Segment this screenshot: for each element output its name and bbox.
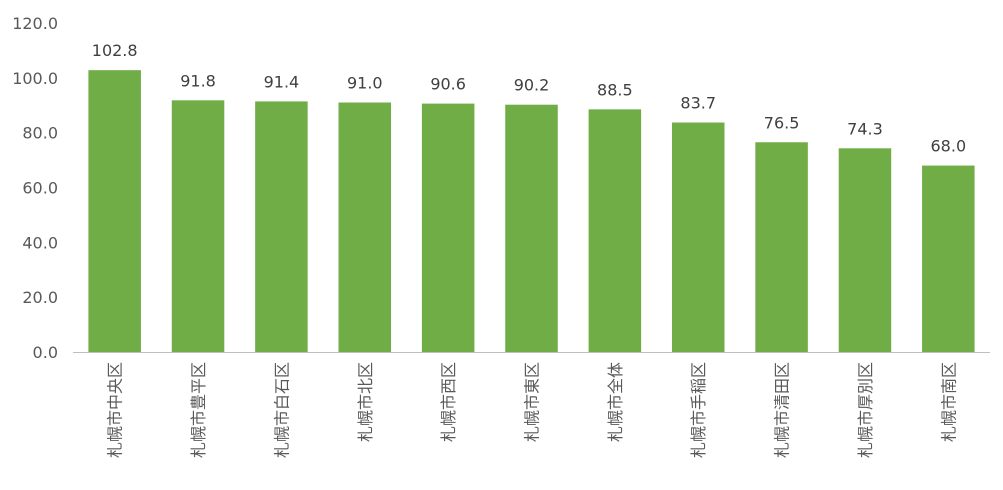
bar: [255, 101, 308, 352]
bar: [755, 142, 808, 352]
data-label: 91.0: [347, 74, 383, 93]
category-label: 札幌市清田区: [773, 362, 792, 458]
y-tick-label: 120.0: [12, 14, 58, 33]
y-tick-label: 60.0: [22, 179, 58, 198]
data-label: 88.5: [597, 80, 633, 99]
category-label: 札幌市手稲区: [689, 362, 708, 458]
category-label: 札幌市中央区: [106, 362, 125, 458]
y-tick-label: 0.0: [33, 343, 58, 362]
category-label: 札幌市白石区: [272, 362, 291, 458]
data-label: 76.5: [764, 113, 800, 132]
data-label: 102.8: [92, 41, 138, 60]
data-label: 83.7: [680, 94, 716, 113]
bar: [505, 104, 558, 353]
category-labels: 札幌市中央区 札幌市豊平区 札幌市白石区 札幌市北区 札幌市西区 札幌市東区 札幌市全体 札幌…: [106, 362, 959, 458]
y-tick-label: 100.0: [12, 69, 58, 88]
data-labels: 102.8 91.8 91.4 91.0 90.6 90.2 88.5 83.7 76.5 74.…: [92, 41, 966, 155]
data-label: 91.8: [180, 71, 216, 90]
category-label: 札幌市豊平区: [189, 362, 208, 458]
category-label: 札幌市全体: [606, 362, 625, 442]
y-tick-label: 40.0: [22, 233, 58, 252]
category-label: 札幌市東区: [523, 362, 542, 442]
bar: [838, 148, 892, 352]
bar: [421, 103, 475, 352]
bars: [88, 70, 975, 353]
y-axis-ticks: 0.0 20.0 40.0 60.0 80.0 100.0 120.0: [12, 14, 58, 362]
category-label: 札幌市南区: [939, 362, 958, 442]
data-label: 90.2: [514, 76, 550, 95]
bar: [338, 102, 392, 352]
bar: [671, 122, 725, 353]
y-tick-label: 80.0: [22, 124, 58, 143]
bar: [588, 109, 642, 352]
data-label: 68.0: [931, 137, 967, 156]
category-label: 札幌市西区: [439, 362, 458, 442]
data-label: 74.3: [847, 119, 883, 138]
data-label: 91.4: [264, 72, 300, 91]
bar: [922, 165, 975, 352]
category-label: 札幌市北区: [356, 362, 375, 442]
bar: [88, 70, 141, 352]
category-label: 札幌市厚別区: [856, 362, 875, 458]
y-tick-label: 20.0: [22, 288, 58, 307]
bar: [171, 100, 225, 352]
data-label: 90.6: [430, 75, 466, 94]
